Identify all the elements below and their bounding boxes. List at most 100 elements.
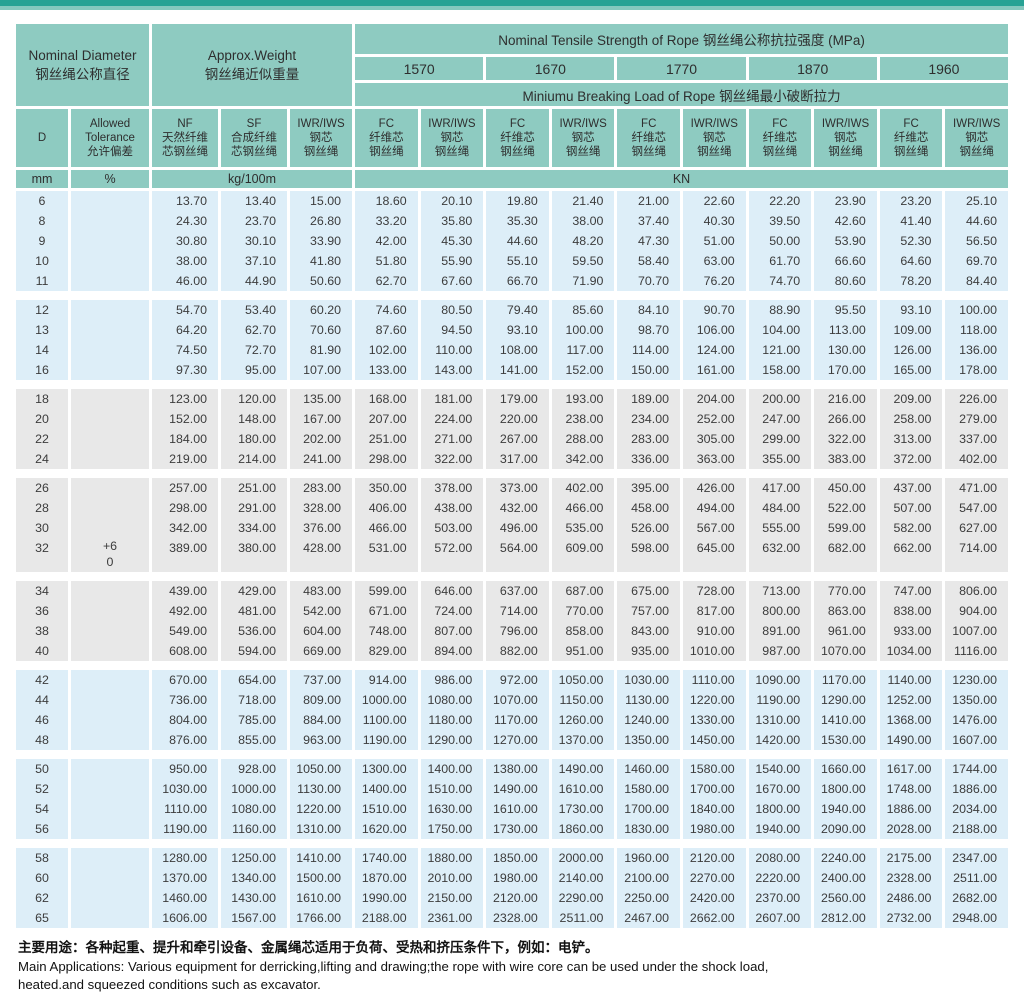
value-cell: 152.00 — [152, 409, 218, 429]
value-cell: 1476.00 — [945, 710, 1008, 730]
value-cell: 1110.00 — [152, 799, 218, 819]
value-cell: 85.60 — [552, 300, 615, 320]
value-cell: 216.00 — [814, 389, 877, 409]
empty-cell — [221, 558, 287, 572]
value-cell: 179.00 — [486, 389, 549, 409]
value-cell: 1030.00 — [617, 670, 680, 690]
value-cell: 44.60 — [945, 211, 1008, 231]
value-cell: 428.00 — [290, 538, 352, 558]
value-cell: 1607.00 — [945, 730, 1008, 750]
value-cell: 1400.00 — [421, 759, 484, 779]
empty-cell — [683, 558, 746, 572]
value-cell: 50.60 — [290, 271, 352, 291]
diameter-cell: 50 — [16, 759, 68, 779]
unit-kn: KN — [355, 170, 1008, 188]
value-cell: 20.10 — [421, 191, 484, 211]
value-cell: 13.70 — [152, 191, 218, 211]
value-cell: 426.00 — [683, 478, 746, 498]
value-cell: 342.00 — [152, 518, 218, 538]
header-nominal-diameter-cn: 钢丝绳公称直径 — [17, 65, 148, 84]
value-cell: 97.30 — [152, 360, 218, 380]
value-cell: 1766.00 — [290, 908, 352, 928]
value-cell: 23.70 — [221, 211, 287, 231]
value-cell: 123.00 — [152, 389, 218, 409]
value-cell: 241.00 — [290, 449, 352, 469]
value-cell: 1280.00 — [152, 848, 218, 868]
value-cell: 1620.00 — [355, 819, 418, 839]
value-cell: 22.60 — [683, 191, 746, 211]
value-cell: 2511.00 — [945, 868, 1008, 888]
value-cell: 136.00 — [945, 340, 1008, 360]
diameter-cell: 11 — [16, 271, 68, 291]
value-cell: 363.00 — [683, 449, 746, 469]
value-cell: 599.00 — [814, 518, 877, 538]
value-cell: 1190.00 — [749, 690, 812, 710]
value-cell: 135.00 — [290, 389, 352, 409]
value-cell: 986.00 — [421, 670, 484, 690]
value-cell: 1350.00 — [617, 730, 680, 750]
value-cell: 2732.00 — [880, 908, 943, 928]
value-cell: 2034.00 — [945, 799, 1008, 819]
value-cell: 42.60 — [814, 211, 877, 231]
value-cell: 1100.00 — [355, 710, 418, 730]
diameter-cell: 9 — [16, 231, 68, 251]
value-cell: 951.00 — [552, 641, 615, 661]
value-cell: 1940.00 — [749, 819, 812, 839]
value-cell: 1116.00 — [945, 641, 1008, 661]
value-cell: 53.40 — [221, 300, 287, 320]
value-cell: 1140.00 — [880, 670, 943, 690]
value-cell: 1410.00 — [814, 710, 877, 730]
header-breaking-load-title: Miniumu Breaking Load of Rope 钢丝绳最小破断拉力 — [355, 83, 1008, 106]
value-cell: 130.00 — [814, 340, 877, 360]
value-cell: 317.00 — [486, 449, 549, 469]
value-cell: 395.00 — [617, 478, 680, 498]
diameter-cell: 54 — [16, 799, 68, 819]
diameter-cell: 44 — [16, 690, 68, 710]
value-cell: 51.00 — [683, 231, 746, 251]
diameter-cell: 62 — [16, 888, 68, 908]
value-cell: 1490.00 — [880, 730, 943, 750]
empty-cell — [290, 558, 352, 572]
value-cell: 76.20 — [683, 271, 746, 291]
value-cell: 654.00 — [221, 670, 287, 690]
value-cell: 757.00 — [617, 601, 680, 621]
value-cell: 1700.00 — [617, 799, 680, 819]
value-cell: 1000.00 — [221, 779, 287, 799]
tolerance-cell — [71, 670, 149, 750]
value-cell: 94.50 — [421, 320, 484, 340]
value-cell: 1980.00 — [486, 868, 549, 888]
value-cell: 572.00 — [421, 538, 484, 558]
value-cell: 785.00 — [221, 710, 287, 730]
value-cell: 313.00 — [880, 429, 943, 449]
value-cell: 114.00 — [617, 340, 680, 360]
value-cell: 437.00 — [880, 478, 943, 498]
value-cell: 2100.00 — [617, 868, 680, 888]
value-cell: 737.00 — [290, 670, 352, 690]
value-cell: 2400.00 — [814, 868, 877, 888]
tolerance-cell — [71, 848, 149, 928]
value-cell: 2120.00 — [683, 848, 746, 868]
value-cell: 70.60 — [290, 320, 352, 340]
value-cell: 1170.00 — [486, 710, 549, 730]
value-cell: 204.00 — [683, 389, 746, 409]
diameter-cell: 65 — [16, 908, 68, 928]
value-cell: 93.10 — [880, 300, 943, 320]
value-cell: 220.00 — [486, 409, 549, 429]
value-cell: 670.00 — [152, 670, 218, 690]
value-cell: 503.00 — [421, 518, 484, 538]
value-cell: 104.00 — [749, 320, 812, 340]
value-cell: 64.60 — [880, 251, 943, 271]
value-cell: 1850.00 — [486, 848, 549, 868]
value-cell: 252.00 — [683, 409, 746, 429]
value-cell: 106.00 — [683, 320, 746, 340]
